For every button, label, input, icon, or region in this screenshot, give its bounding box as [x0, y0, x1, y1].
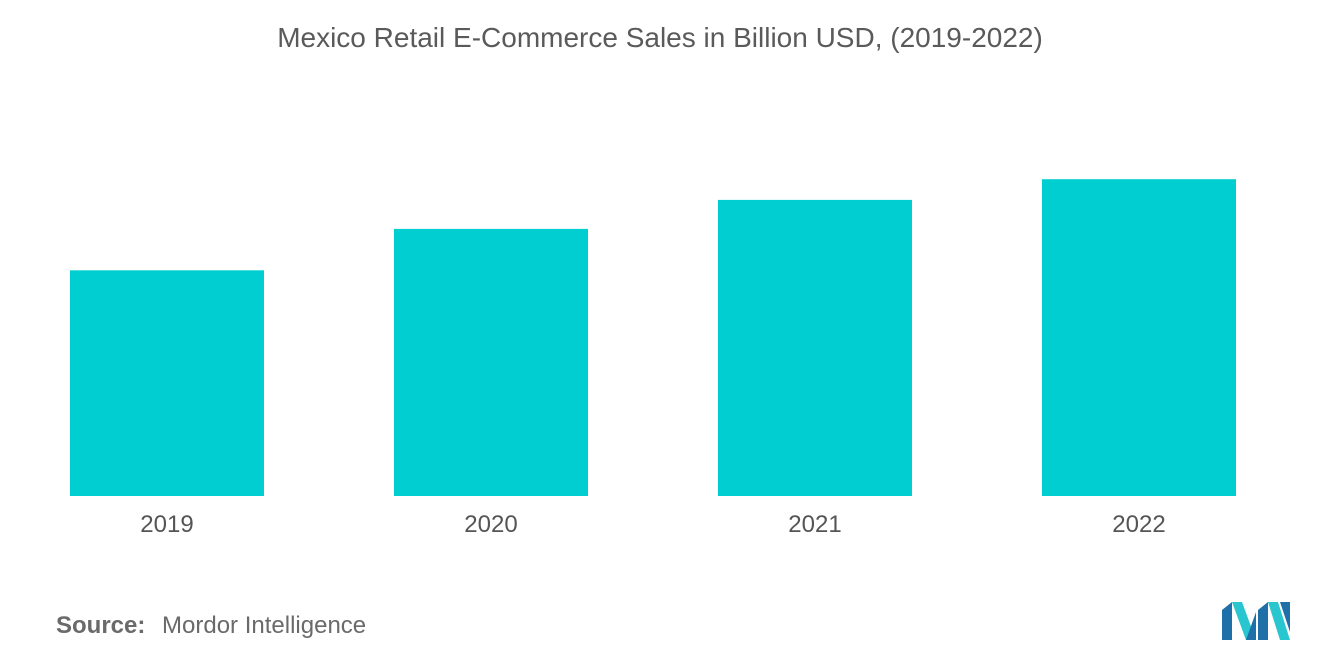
source-note: Source: Mordor Intelligence	[56, 612, 366, 640]
source-value: Mordor Intelligence	[162, 612, 367, 639]
bar-2022	[1042, 179, 1236, 496]
x-tick-label-2019: 2019	[140, 511, 193, 538]
source-label: Source:	[56, 612, 146, 639]
bar-2020	[394, 228, 588, 497]
bar-2021	[718, 199, 912, 496]
bars-group	[70, 179, 1236, 497]
x-tick-labels: 2019 2020 2021 2022	[140, 511, 1165, 538]
x-tick-label-2021: 2021	[788, 511, 841, 538]
bar-2019	[70, 270, 264, 496]
x-tick-label-2022: 2022	[1112, 511, 1165, 538]
mordor-intelligence-logo-icon	[1222, 602, 1290, 640]
x-tick-label-2020: 2020	[464, 511, 517, 538]
chart-title: Mexico Retail E-Commerce Sales in Billio…	[277, 22, 1043, 53]
